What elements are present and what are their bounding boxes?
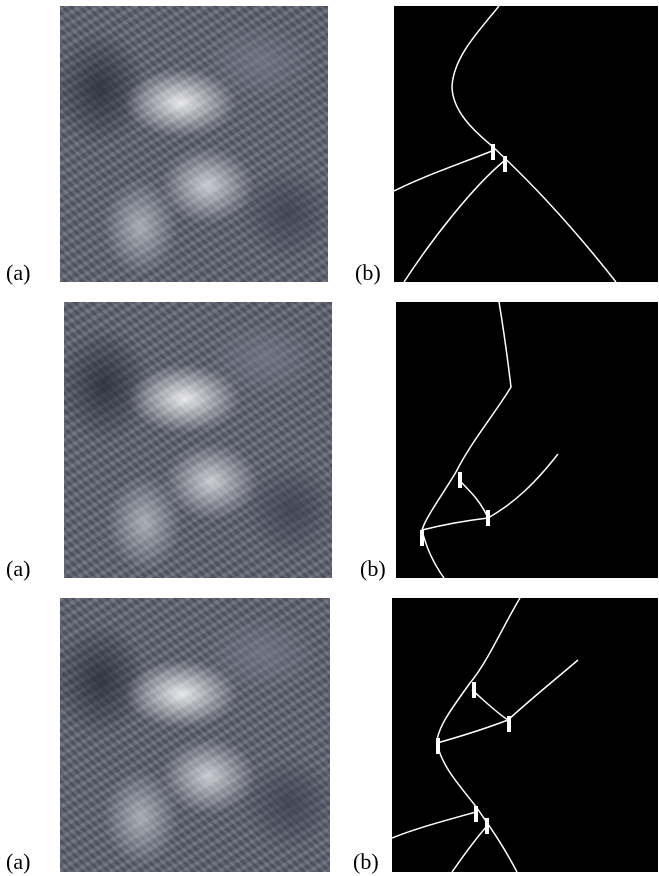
row1-road-svg	[394, 6, 617, 282]
row2-label-b: (b)	[360, 556, 386, 581]
row2-label-a: (a)	[6, 556, 31, 581]
row1-road-main	[451, 6, 617, 282]
row2-road-main	[421, 302, 512, 578]
row1-marker-2	[503, 156, 507, 172]
row2-marker-1	[458, 472, 462, 488]
row2-satellite-image	[64, 302, 332, 578]
row3-marker-3	[436, 738, 440, 754]
row1-marker-1	[491, 144, 495, 160]
row2-road-connector	[458, 479, 489, 519]
row3-road-branch-left	[392, 811, 477, 839]
row3-satellite-image	[60, 598, 330, 872]
row1-road-branch-left	[394, 150, 493, 192]
row3-road-branch-down	[451, 825, 488, 872]
row1-satellite-image	[60, 6, 328, 282]
row3-label-b: (b)	[353, 849, 379, 874]
row3-road-connector	[471, 689, 509, 721]
row2-road-map	[396, 302, 658, 578]
row3-label-a: (a)	[6, 849, 31, 874]
row1-road-map	[394, 6, 658, 282]
row3-marker-1	[472, 682, 476, 698]
row3-road-main	[436, 598, 521, 872]
row1-road-branch-down	[403, 160, 505, 282]
row3-road-svg	[392, 598, 579, 872]
row3-marker-4	[474, 806, 478, 822]
row3-marker-2	[507, 716, 511, 732]
row2-marker-3	[420, 530, 424, 546]
row3-marker-5	[485, 818, 489, 834]
row2-road-svg	[420, 302, 559, 578]
row1-label-a: (a)	[6, 260, 31, 285]
row3-road-map	[392, 598, 658, 872]
row2-marker-2	[486, 510, 490, 526]
row1-label-b: (b)	[355, 260, 381, 285]
